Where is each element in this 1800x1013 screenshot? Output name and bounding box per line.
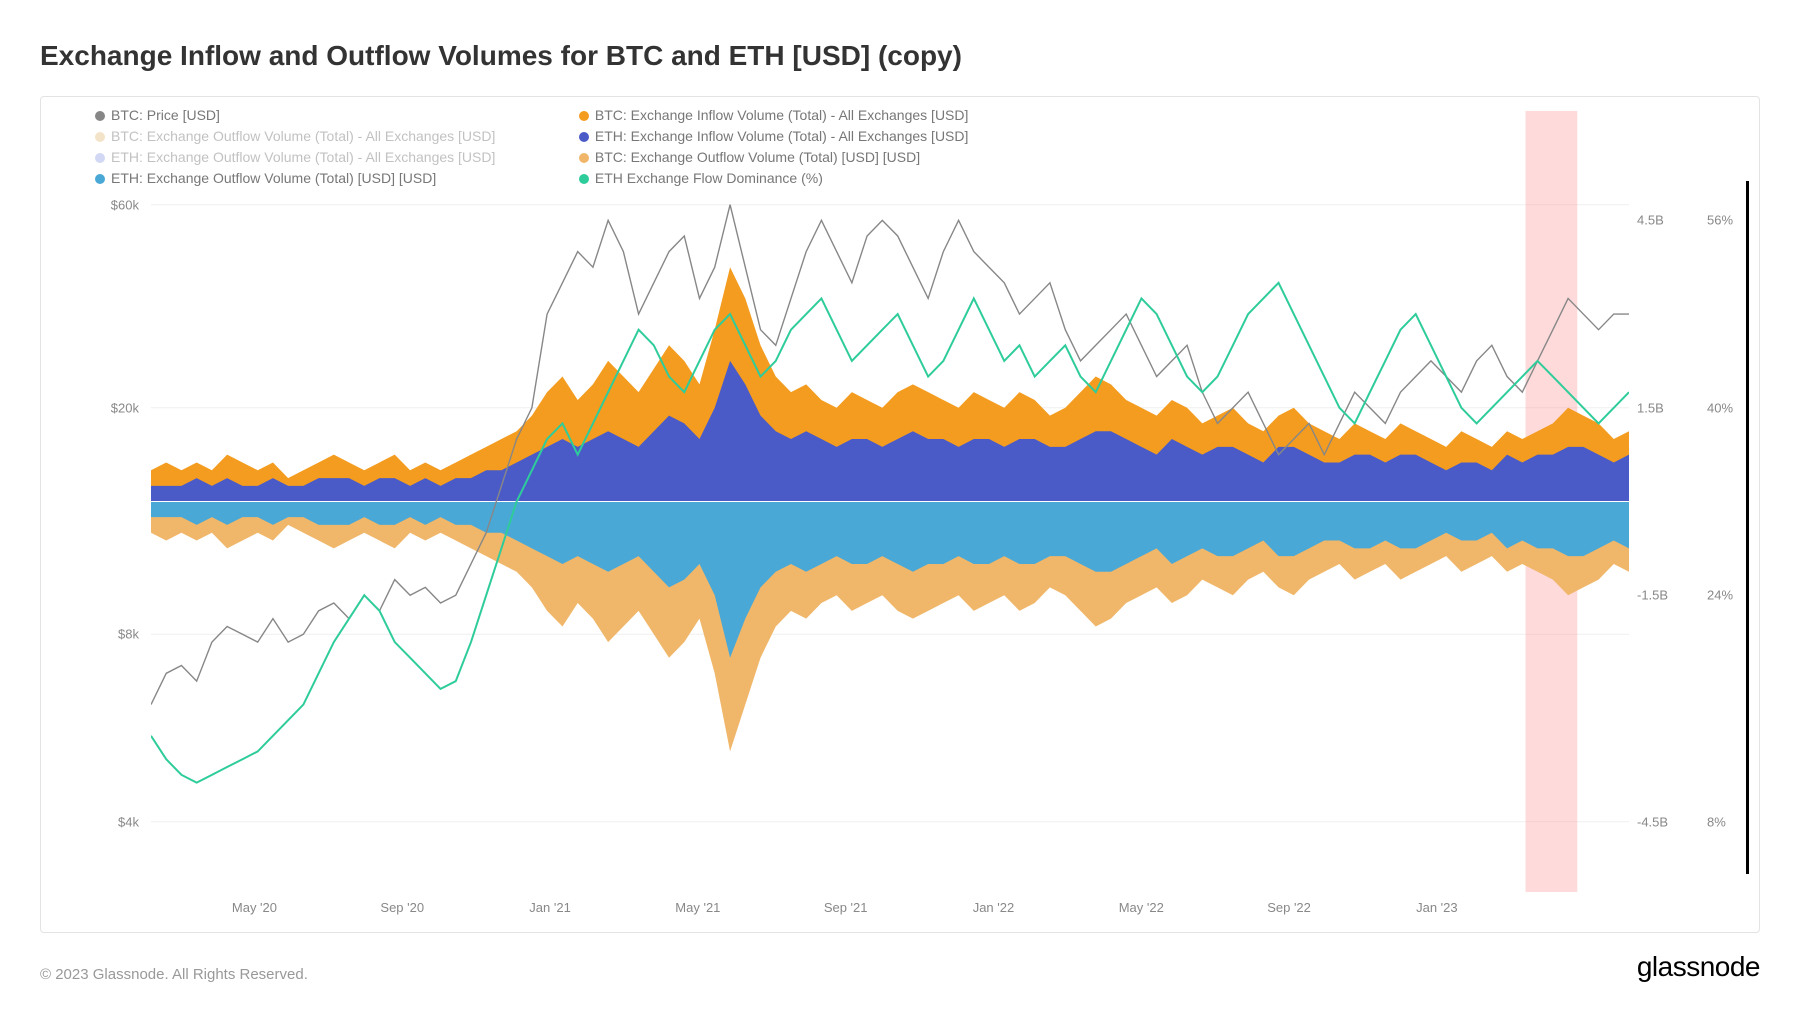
axis-tick: -1.5B xyxy=(1637,588,1668,603)
legend-label: BTC: Exchange Outflow Volume (Total) [US… xyxy=(595,149,920,165)
legend-label: BTC: Exchange Outflow Volume (Total) - A… xyxy=(111,128,495,144)
axis-tick: 1.5B xyxy=(1637,400,1664,415)
legend-dot xyxy=(95,153,105,163)
legend-dot xyxy=(579,111,589,121)
y-axis-left: $60k $20k $8k $4k xyxy=(41,111,151,892)
y-axis-right-1: 4.5B 1.5B -1.5B -4.5B xyxy=(1629,111,1689,892)
axis-tick: Sep '21 xyxy=(824,900,868,915)
legend-item[interactable]: ETH Exchange Flow Dominance (%) xyxy=(579,168,969,189)
axis-tick: $8k xyxy=(118,627,139,642)
legend-dot xyxy=(579,153,589,163)
right-indicator-bar xyxy=(1746,181,1749,874)
footer: © 2023 Glassnode. All Rights Reserved. g… xyxy=(40,933,1760,983)
axis-tick: May '22 xyxy=(1119,900,1164,915)
legend-label: BTC: Price [USD] xyxy=(111,107,220,123)
axis-tick: May '20 xyxy=(232,900,277,915)
legend-dot xyxy=(95,132,105,142)
plot-area xyxy=(151,111,1629,892)
axis-tick: $4k xyxy=(118,814,139,829)
chart-svg xyxy=(151,111,1629,892)
legend-item[interactable]: ETH: Exchange Outflow Volume (Total) - A… xyxy=(95,147,575,168)
legend-item[interactable]: BTC: Exchange Outflow Volume (Total) - A… xyxy=(95,126,575,147)
legend-item[interactable]: ETH: Exchange Inflow Volume (Total) - Al… xyxy=(579,126,969,147)
axis-tick: -4.5B xyxy=(1637,814,1668,829)
chart-container: BTC: Price [USD] BTC: Exchange Outflow Vo… xyxy=(40,96,1760,933)
x-axis: May '20 Sep '20 Jan '21 May '21 Sep '21 Jan '… xyxy=(151,900,1629,920)
legend-col-right: BTC: Exchange Inflow Volume (Total) - Al… xyxy=(579,105,969,189)
axis-tick: 24% xyxy=(1707,588,1733,603)
axis-tick: Jan '23 xyxy=(1416,900,1458,915)
axis-tick: 40% xyxy=(1707,400,1733,415)
axis-tick: 8% xyxy=(1707,814,1726,829)
axis-tick: Sep '22 xyxy=(1267,900,1311,915)
legend-dot xyxy=(95,111,105,121)
legend-label: ETH Exchange Flow Dominance (%) xyxy=(595,170,823,186)
legend-dot xyxy=(579,174,589,184)
legend-label: ETH: Exchange Inflow Volume (Total) - Al… xyxy=(595,128,969,144)
axis-tick: 56% xyxy=(1707,213,1733,228)
legend-dot xyxy=(95,174,105,184)
legend-item[interactable]: ETH: Exchange Outflow Volume (Total) [US… xyxy=(95,168,575,189)
copyright-text: © 2023 Glassnode. All Rights Reserved. xyxy=(40,966,308,983)
axis-tick: Jan '21 xyxy=(529,900,571,915)
axis-tick: 4.5B xyxy=(1637,213,1664,228)
y-axis-right-2: 56% 40% 24% 8% xyxy=(1699,111,1759,892)
chart-title: Exchange Inflow and Outflow Volumes for … xyxy=(40,40,1760,72)
legend-dot xyxy=(579,132,589,142)
legend-item[interactable]: BTC: Price [USD] xyxy=(95,105,575,126)
legend-item[interactable]: BTC: Exchange Inflow Volume (Total) - Al… xyxy=(579,105,969,126)
legend: BTC: Price [USD] BTC: Exchange Outflow Vo… xyxy=(95,105,968,189)
brand-logo: glassnode xyxy=(1637,951,1760,983)
axis-tick: Jan '22 xyxy=(973,900,1015,915)
legend-label: ETH: Exchange Outflow Volume (Total) [US… xyxy=(111,170,436,186)
legend-col-left: BTC: Price [USD] BTC: Exchange Outflow Vo… xyxy=(95,105,575,189)
axis-tick: $60k xyxy=(111,197,139,212)
legend-label: ETH: Exchange Outflow Volume (Total) - A… xyxy=(111,149,495,165)
axis-tick: Sep '20 xyxy=(380,900,424,915)
axis-tick: $20k xyxy=(111,400,139,415)
axis-tick: May '21 xyxy=(675,900,720,915)
legend-item[interactable]: BTC: Exchange Outflow Volume (Total) [US… xyxy=(579,147,969,168)
legend-label: BTC: Exchange Inflow Volume (Total) - Al… xyxy=(595,107,969,123)
